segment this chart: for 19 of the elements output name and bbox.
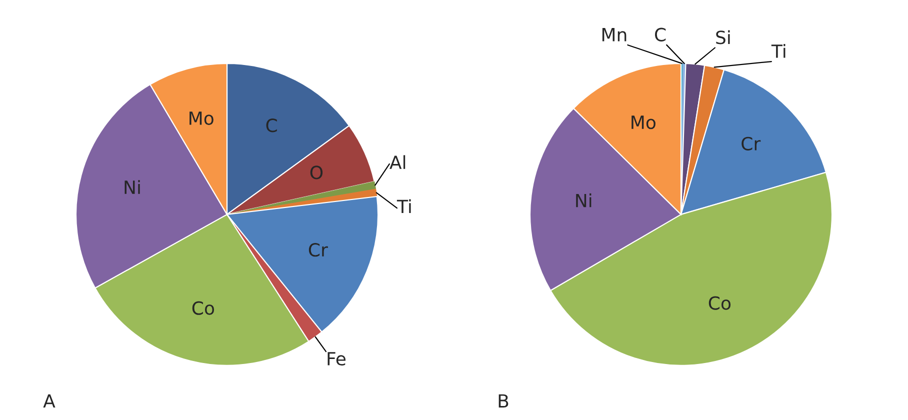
slice-label: Al	[390, 155, 406, 169]
slice-label: O	[310, 166, 323, 180]
slice-label: Mo	[190, 112, 214, 125]
slice-label: Co	[192, 301, 214, 315]
slice-label: C	[655, 28, 666, 42]
slice-label: Ti	[771, 44, 786, 58]
slice-label: Cr	[742, 136, 761, 150]
slice-label: Fe	[328, 352, 346, 366]
slice-label: Cr	[308, 243, 328, 257]
slice-label: Si	[716, 30, 730, 44]
slice-label: Mn	[602, 28, 626, 42]
slice-label: Ni	[124, 180, 140, 194]
slice-label: Ti	[396, 199, 411, 213]
text: A	[43, 394, 56, 408]
text: B	[498, 394, 508, 408]
slice-label: Co	[708, 296, 731, 310]
slice-label: C	[266, 118, 277, 132]
slice-label: Ni	[576, 193, 592, 208]
slice-label: Mo	[632, 116, 656, 130]
